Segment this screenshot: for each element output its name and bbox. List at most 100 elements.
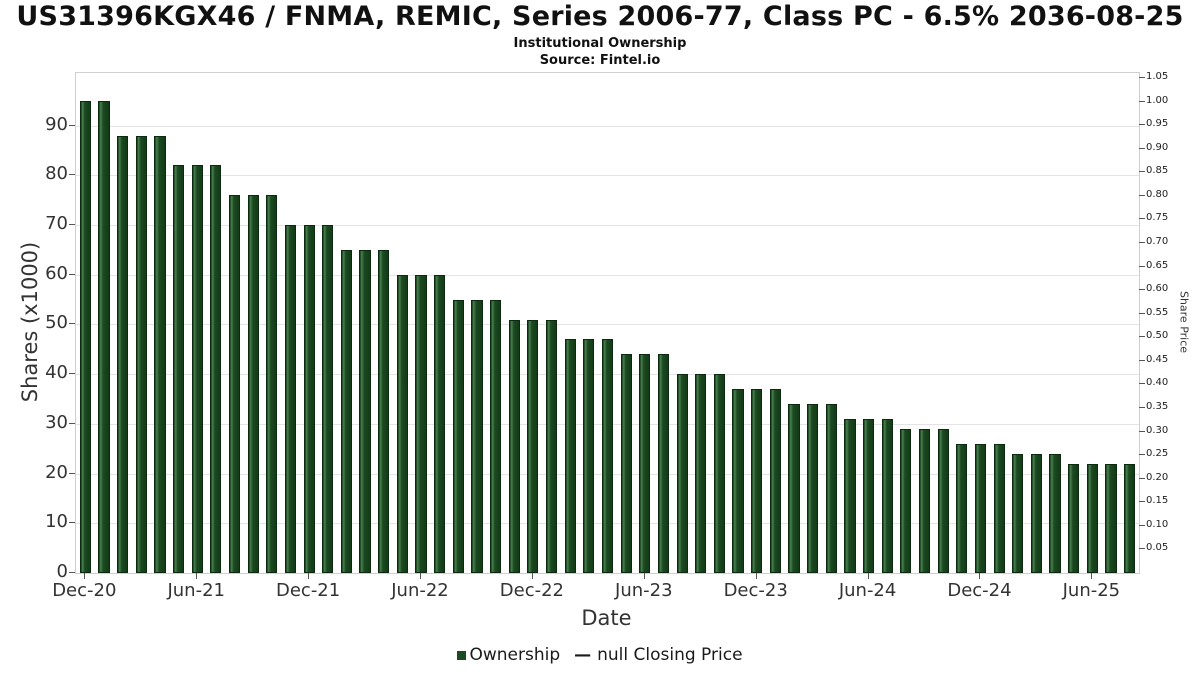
ownership-bar	[657, 354, 670, 573]
legend-ownership-label: Ownership	[469, 645, 561, 665]
gridline	[76, 274, 1139, 276]
y-tickmark-right	[1139, 147, 1145, 149]
ownership-bar	[452, 299, 464, 573]
x-tickmark	[84, 573, 86, 579]
ownership-bar	[415, 274, 427, 573]
ownership-bar	[751, 389, 763, 573]
y-tickmark-right	[1139, 383, 1145, 385]
ownership-bar	[508, 319, 520, 573]
ownership-bar	[1124, 463, 1136, 573]
legend-price-label: null Closing Price	[597, 645, 743, 665]
legend-ownership-swatch	[457, 650, 467, 660]
ownership-bar	[862, 418, 875, 573]
ownership-bar	[247, 195, 259, 573]
ownership-bar	[98, 100, 110, 573]
y-tickmark-left	[69, 124, 75, 126]
y-tick-label-left: 50	[45, 312, 68, 334]
legend: Ownership — null Closing Price	[0, 645, 1200, 665]
y-tick-label-left: 60	[45, 262, 68, 284]
plot-area	[75, 72, 1140, 574]
ownership-bar	[807, 404, 819, 573]
chart-subtitle: Institutional Ownership	[513, 36, 687, 51]
y-tick-label-right: 1.00	[1146, 94, 1169, 106]
gridline	[76, 175, 1139, 177]
y-tick-label-right: 0.80	[1146, 188, 1169, 200]
ownership-bar	[732, 389, 744, 573]
x-axis-title: Date	[581, 606, 632, 630]
ownership-bar	[527, 319, 539, 573]
y-tick-label-left: 70	[45, 213, 68, 235]
x-tick-label: Dec-20	[52, 580, 117, 601]
y-axis-title-right: Share Price	[1177, 290, 1191, 354]
ownership-bar	[713, 374, 725, 573]
x-tick-label: Dec-23	[723, 580, 788, 601]
y-tick-label-right: 0.75	[1146, 212, 1169, 224]
ownership-bar	[303, 225, 315, 573]
y-tick-label-left: 10	[45, 511, 68, 533]
ownership-bar	[676, 374, 688, 573]
y-tickmark-right	[1139, 124, 1145, 126]
y-tickmark-left	[69, 323, 75, 325]
y-tickmark-left	[69, 174, 75, 176]
ownership-bar	[918, 428, 931, 573]
ownership-bar	[378, 249, 390, 573]
y-tickmark-left	[69, 422, 75, 424]
x-tick-label: Dec-24	[947, 580, 1012, 601]
y-tickmark-left	[69, 224, 75, 226]
ownership-bar	[490, 299, 502, 573]
x-tick-label: Dec-22	[499, 580, 564, 601]
ownership-bar	[545, 319, 558, 573]
ownership-bar	[564, 339, 576, 573]
y-tick-label-left: 20	[45, 461, 68, 483]
chart-source: Source: Fintel.io	[539, 53, 661, 68]
x-tickmark	[196, 573, 198, 579]
legend-price-line-symbol: —	[574, 645, 592, 665]
ownership-bar	[1068, 463, 1080, 573]
y-tick-label-right: 0.45	[1146, 353, 1169, 365]
x-tickmark	[867, 573, 869, 579]
ownership-bar	[639, 354, 651, 573]
y-tickmark-right	[1139, 477, 1145, 479]
ownership-bar	[1105, 463, 1117, 573]
y-tickmark-right	[1139, 100, 1145, 102]
x-tickmark	[531, 573, 533, 579]
x-tickmark	[308, 573, 310, 579]
ownership-bar	[471, 299, 483, 573]
gridline	[76, 324, 1139, 326]
y-tickmark-right	[1139, 359, 1145, 361]
y-tickmark-right	[1139, 76, 1145, 78]
y-tick-label-right: 0.95	[1146, 118, 1169, 130]
y-tickmark-right	[1139, 312, 1145, 314]
ownership-bar	[135, 135, 147, 573]
y-tick-label-left: 80	[45, 163, 68, 185]
y-tick-label-right: 0.85	[1146, 165, 1169, 177]
x-tickmark	[979, 573, 981, 579]
y-tick-label-right: 0.15	[1146, 495, 1169, 507]
ownership-bar	[1030, 453, 1043, 573]
ownership-bar	[154, 135, 166, 573]
y-tickmark-right	[1139, 171, 1145, 173]
y-tickmark-right	[1139, 218, 1145, 220]
ownership-bar	[1012, 453, 1024, 573]
ownership-bar	[620, 354, 632, 573]
y-tick-label-right: 0.50	[1146, 330, 1169, 342]
ownership-bar	[284, 225, 297, 573]
x-tick-label: Dec-21	[275, 580, 341, 601]
y-tickmark-left	[69, 522, 75, 524]
x-tick-label: Jun-21	[167, 580, 225, 601]
x-tickmark	[643, 573, 645, 579]
x-tickmark	[1091, 573, 1093, 579]
ownership-bar	[172, 165, 185, 573]
ownership-bar	[322, 225, 334, 573]
x-tickmark	[755, 573, 757, 579]
ownership-bar	[788, 404, 800, 573]
y-tickmark-right	[1139, 265, 1145, 267]
y-tick-label-right: 0.10	[1146, 518, 1169, 530]
ownership-bar	[583, 339, 595, 573]
ownership-bar	[825, 404, 837, 573]
y-tick-label-left: 0	[56, 561, 68, 582]
gridline	[76, 125, 1139, 127]
y-tick-label-right: 0.55	[1146, 306, 1169, 318]
y-tick-label-right: 1.05	[1146, 70, 1169, 82]
